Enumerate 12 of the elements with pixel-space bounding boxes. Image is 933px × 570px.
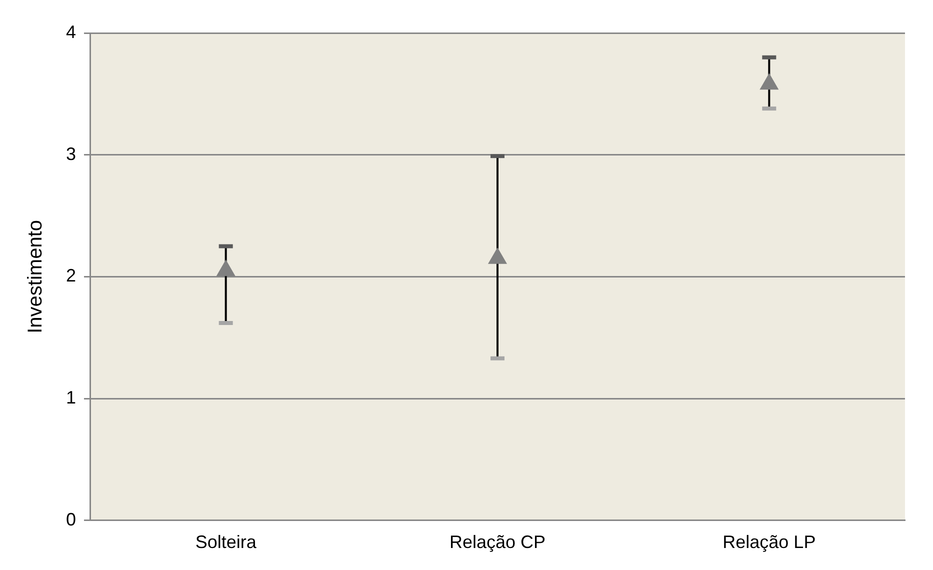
y-tick-label: 3	[66, 144, 76, 164]
y-tick-label: 0	[66, 509, 76, 530]
x-tick-label: Solteira	[195, 532, 258, 552]
point	[216, 260, 236, 276]
y-tick-label: 2	[66, 266, 76, 286]
point	[760, 73, 779, 90]
x-tick-label: Relação LP	[722, 532, 816, 552]
point	[488, 247, 508, 264]
y-tick-label: 4	[66, 22, 76, 42]
x-tick-label: Relação CP	[449, 532, 546, 552]
y-tick-label: 1	[66, 388, 76, 408]
y-axis-title: Investimento	[24, 220, 47, 334]
